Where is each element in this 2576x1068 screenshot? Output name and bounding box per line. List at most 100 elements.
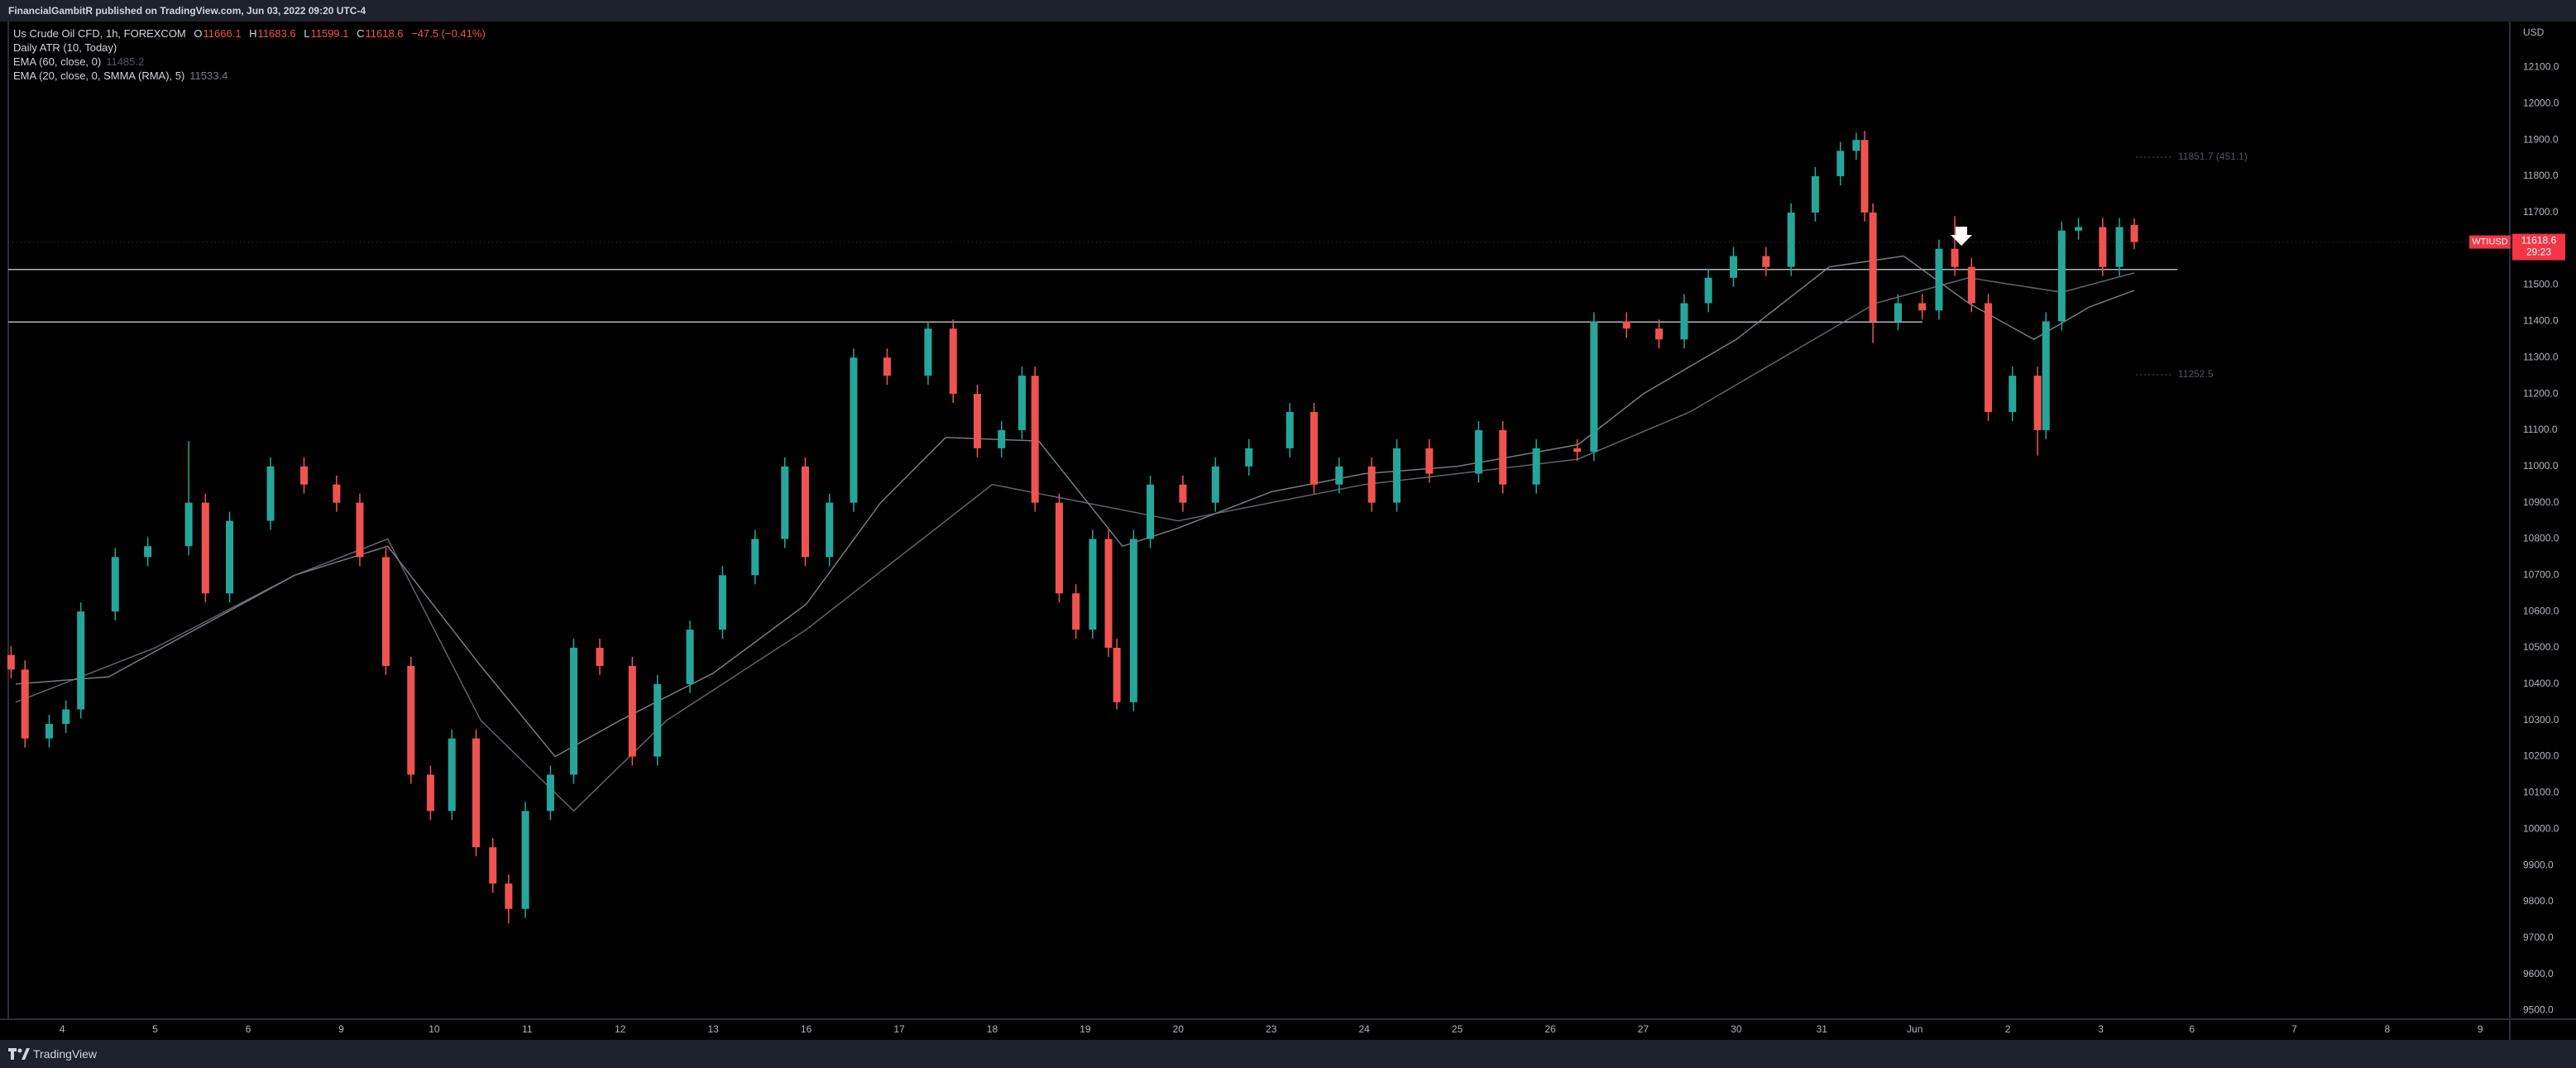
candle-body: [1072, 593, 1080, 630]
x-tick-label: 2: [2005, 1023, 2011, 1035]
candle-body: [201, 502, 209, 594]
atr-level-label: 11851.7 (451.1): [2178, 151, 2248, 162]
atr-level-label: 11252.5: [2178, 368, 2214, 380]
y-tick-label: 11900.0: [2523, 133, 2559, 145]
y-tick-label: 10700.0: [2523, 569, 2559, 581]
y-tick-label: 11700.0: [2523, 206, 2559, 218]
candle-body: [1104, 539, 1113, 649]
x-tick-label: 30: [1731, 1023, 1742, 1035]
legend: Us Crude Oil CFD, 1h, FOREXCOM O11666.1 …: [13, 26, 491, 83]
ohlc-value: 11599.1: [310, 27, 349, 40]
candle-body: [2075, 227, 2083, 231]
candle-body: [1017, 376, 1026, 430]
ohlc-value: 11666.1: [203, 27, 242, 40]
candle-body: [1367, 466, 1376, 503]
y-tick-label: 10000.0: [2523, 822, 2559, 834]
candle-body: [718, 575, 726, 630]
arrow-marker: [1951, 227, 1972, 246]
candle-body: [1573, 448, 1582, 453]
candle-body: [184, 502, 193, 547]
y-tick-label: 10900.0: [2523, 496, 2559, 508]
candle-body: [751, 539, 759, 576]
candle-body: [883, 357, 891, 376]
candle-body: [1729, 256, 1737, 278]
candle-body: [7, 654, 15, 670]
candle-body: [2099, 227, 2107, 267]
candle-body: [1335, 466, 1343, 485]
candle-body: [781, 466, 789, 539]
candle-body: [2057, 230, 2066, 322]
candle-body: [1762, 256, 1770, 267]
candle-body: [266, 466, 275, 521]
candle-body: [1935, 248, 1943, 311]
candle-body: [1918, 303, 1927, 311]
candle-body: [1951, 248, 1959, 267]
candle-body: [1211, 466, 1219, 503]
candle-body: [850, 357, 858, 503]
candle-body: [596, 648, 604, 666]
x-tick-label: 16: [801, 1023, 812, 1035]
candle-body: [111, 557, 119, 612]
candle-body: [226, 520, 234, 594]
candle-body: [1425, 448, 1434, 474]
y-tick-label: 12000.0: [2523, 98, 2559, 109]
candle-body: [1286, 412, 1294, 448]
candle-body: [21, 669, 29, 739]
x-tick-label: 19: [1080, 1023, 1091, 1035]
candle-body: [1894, 303, 1902, 322]
candle-body: [426, 774, 434, 812]
ohlc-key: L: [304, 27, 310, 40]
candle-body: [505, 884, 513, 909]
x-tick-label: 31: [1817, 1023, 1828, 1035]
y-tick-label: 11500.0: [2523, 279, 2559, 290]
candle-body: [356, 502, 364, 558]
x-tick-label: 20: [1173, 1023, 1185, 1035]
y-tick-label: 11400.0: [2523, 315, 2559, 327]
y-tick-label: 12100.0: [2523, 61, 2559, 73]
x-tick-label: 12: [615, 1023, 626, 1035]
x-tick-label: 7: [2291, 1023, 2297, 1035]
candle-body: [1811, 176, 1819, 213]
candle-body: [2033, 376, 2042, 430]
legend-row: Daily ATR (10, Today): [13, 41, 491, 55]
candle-body: [521, 811, 529, 909]
symbol-title: Us Crude Oil CFD, 1h, FOREXCOM: [13, 27, 186, 40]
indicator-name: EMA (60, close, 0): [13, 55, 102, 68]
candle-body: [45, 724, 53, 739]
y-tick-label: 11800.0: [2523, 170, 2559, 181]
y-tick-label: 10500.0: [2523, 641, 2559, 653]
y-tick-label: 9700.0: [2523, 932, 2554, 943]
brand-logo: [8, 1048, 30, 1060]
y-tick-label: 11000.0: [2523, 460, 2559, 472]
x-tick-label: 3: [2098, 1023, 2104, 1035]
x-tick-label: 24: [1358, 1023, 1370, 1035]
x-tick-label: 27: [1638, 1023, 1650, 1035]
candle-body: [1113, 648, 1121, 702]
candle-body: [1590, 321, 1598, 453]
candle-body: [1499, 429, 1507, 485]
price-tag-label: 11618.6: [2521, 235, 2557, 247]
x-tick-label: 4: [60, 1023, 65, 1035]
x-tick-label: 26: [1544, 1023, 1556, 1035]
currency-label: USD: [2523, 26, 2545, 38]
publish-info: FinancialGambitR published on TradingVie…: [8, 5, 366, 17]
price-tag: [2512, 233, 2565, 261]
candle-body: [1031, 376, 1039, 503]
candle-body: [1655, 328, 1664, 340]
candle-body: [973, 394, 981, 448]
x-tick-label: 23: [1266, 1023, 1277, 1035]
candle-body: [686, 630, 694, 684]
y-tick-label: 9800.0: [2523, 895, 2554, 907]
x-tick-label: 17: [893, 1023, 905, 1035]
candle-body: [407, 665, 415, 775]
candle-body: [489, 847, 497, 884]
legend-row: Us Crude Oil CFD, 1h, FOREXCOM O11666.1 …: [13, 26, 491, 41]
candle-body: [381, 557, 390, 666]
candle-body: [1393, 448, 1401, 503]
y-tick-label: 10800.0: [2523, 533, 2559, 544]
ohlc-key: O: [194, 27, 203, 40]
candle-body: [1787, 212, 1795, 267]
candle-body: [300, 466, 309, 485]
x-tick-label: 6: [2189, 1023, 2195, 1035]
